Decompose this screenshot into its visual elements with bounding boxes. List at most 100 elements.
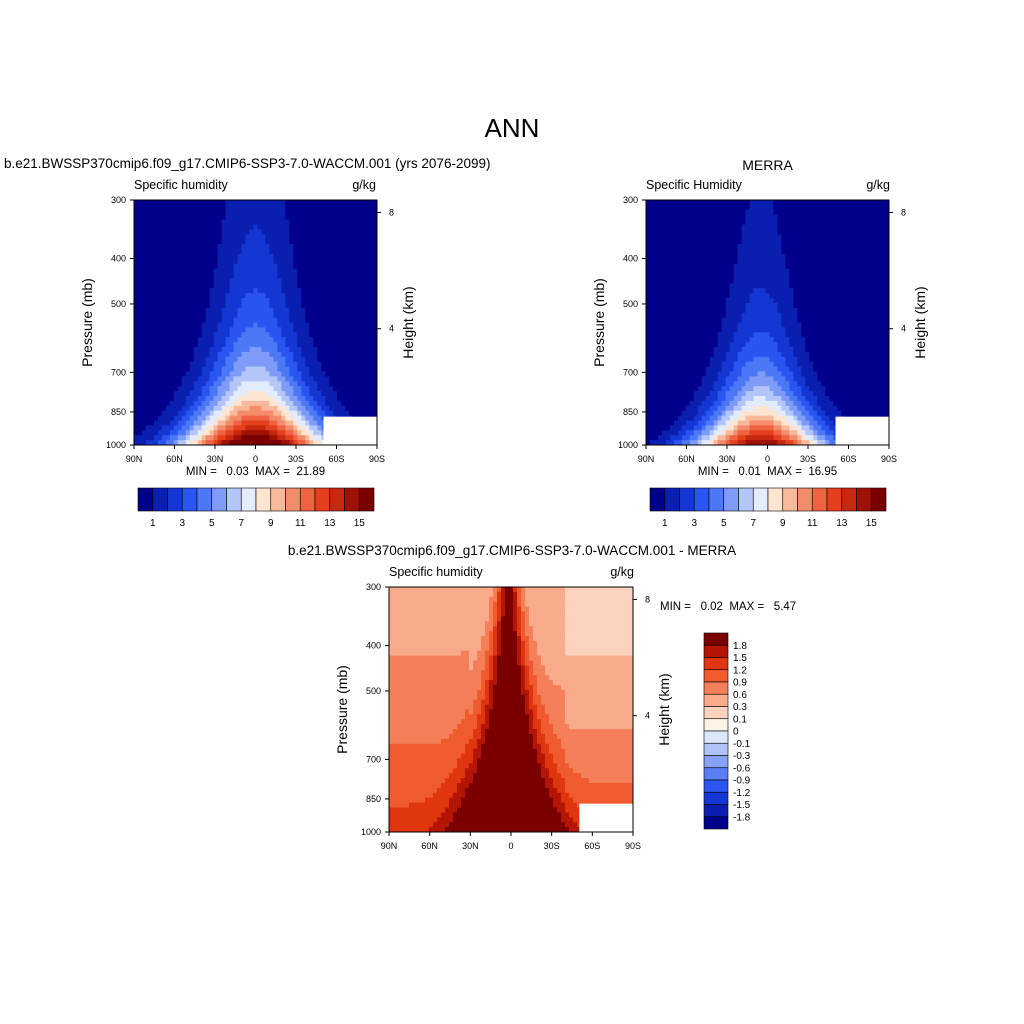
model-field-cell — [149, 234, 155, 240]
model-field-cell — [257, 327, 262, 333]
model-field-cell — [257, 400, 262, 407]
obs-field-cell — [853, 219, 858, 225]
obs-field-cell — [729, 214, 735, 221]
model-field-cell — [181, 293, 187, 299]
model-field-cell — [277, 430, 282, 436]
model-field-cell — [237, 283, 243, 289]
model-field-cell — [273, 317, 278, 323]
model-field-cell — [353, 410, 358, 417]
model-field-cell — [305, 224, 310, 230]
model-field-cell — [281, 322, 286, 328]
model-field-cell — [209, 371, 215, 377]
model-field-cell — [161, 440, 167, 446]
model-field-cell — [337, 288, 342, 294]
obs-field-cell — [677, 288, 683, 294]
obs-field-cell — [813, 244, 818, 250]
obs-field-cell — [669, 273, 675, 279]
model-field-cell — [241, 425, 247, 431]
obs-field-cell — [869, 253, 874, 260]
obs-field-cell — [769, 244, 774, 250]
model-field-cell — [177, 391, 183, 397]
model-field-cell — [281, 405, 286, 412]
obs-field-cell — [817, 268, 822, 274]
obs-field-cell — [737, 317, 743, 323]
model-field-cell — [365, 347, 370, 353]
model-field-cell — [169, 278, 175, 284]
model-field-cell — [173, 229, 179, 235]
model-field-cell — [197, 356, 203, 363]
model-field-cell — [241, 391, 247, 397]
model-field-cell — [229, 278, 235, 284]
model-field-cell — [317, 396, 322, 402]
model-field-cell — [313, 263, 318, 270]
model-field-cell — [317, 293, 322, 299]
model-field-cell — [281, 263, 286, 270]
obs-field-cell — [849, 219, 854, 225]
model-field-cell — [185, 268, 191, 274]
obs-field-cell — [741, 347, 747, 353]
obs-field-cell — [709, 224, 715, 230]
obs-field-cell — [769, 229, 774, 235]
model-field-cell — [217, 214, 223, 221]
obs-field-cell — [673, 307, 679, 314]
model-field-cell — [177, 361, 183, 368]
obs-field-cell — [669, 283, 675, 289]
model-field-cell — [265, 293, 270, 299]
model-field-cell — [337, 234, 342, 240]
obs-field-cell — [749, 327, 755, 333]
model-field-cell — [249, 317, 254, 323]
obs-field-cell — [669, 312, 675, 319]
model-field-cell — [149, 440, 155, 446]
model-field-cell — [173, 249, 179, 255]
model-field-cell — [249, 361, 254, 368]
obs-field-cell — [677, 273, 683, 279]
obs-field-cell — [701, 209, 707, 216]
model-field-cell — [173, 204, 179, 211]
model-field-cell — [193, 396, 199, 402]
model-field-cell — [149, 327, 155, 333]
model-field-cell — [305, 293, 310, 299]
obs-field-cell — [713, 293, 719, 299]
obs-field-cell — [809, 288, 814, 294]
model-field-cell — [289, 435, 294, 441]
obs-field-cell — [721, 347, 727, 353]
model-field-cell — [373, 253, 378, 260]
model-field-cell — [177, 219, 183, 225]
obs-field-cell — [646, 224, 651, 230]
obs-field-cell — [665, 351, 671, 358]
obs-field-cell — [869, 347, 874, 353]
obs-field-cell — [789, 249, 794, 255]
obs-field-cell — [737, 249, 743, 255]
model-field-cell — [245, 366, 251, 372]
model-field-cell — [361, 278, 366, 284]
model-field-cell — [257, 342, 262, 348]
model-field-cell — [181, 376, 187, 382]
obs-field-cell — [825, 312, 830, 319]
model-field-cell — [253, 400, 258, 407]
model-field-cell — [141, 415, 147, 421]
obs-field-cell — [861, 302, 866, 309]
model-field-cell — [141, 283, 147, 289]
model-field-cell — [269, 312, 274, 319]
obs-field-cell — [677, 244, 683, 250]
model-field-cell — [341, 366, 346, 372]
obs-field-cell — [817, 327, 822, 333]
model-field-cell — [357, 361, 362, 368]
model-field-cell — [209, 229, 215, 235]
model-field-cell — [373, 391, 378, 397]
obs-field-cell — [733, 312, 739, 319]
model-field-cell — [325, 234, 330, 240]
obs-field-cell — [845, 219, 850, 225]
model-field-cell — [297, 351, 302, 358]
model-field-cell — [193, 209, 199, 216]
obs-field-cell — [865, 224, 870, 230]
obs-field-cell — [753, 307, 759, 314]
obs-field-cell — [765, 293, 770, 299]
model-field-cell — [165, 356, 171, 363]
model-field-cell — [345, 410, 350, 417]
model-field-cell — [285, 293, 290, 299]
obs-field-cell — [733, 219, 739, 225]
model-field-cell — [217, 298, 223, 304]
model-field-cell — [329, 337, 334, 343]
